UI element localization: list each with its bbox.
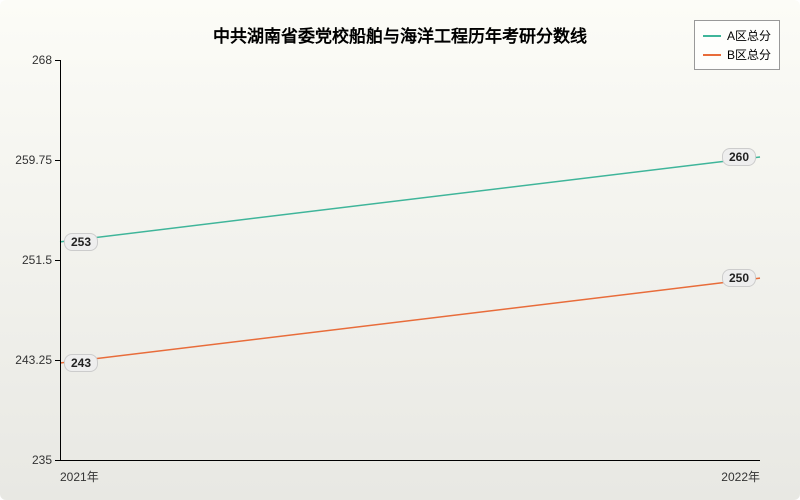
legend-swatch [703,35,721,37]
y-tick-mark [55,160,60,161]
data-label: 243 [64,354,98,372]
y-tick-mark [55,460,60,461]
legend-item: A区总分 [703,27,771,44]
x-axis [60,460,760,461]
data-label: 253 [64,233,98,251]
y-tick-label: 268 [32,53,52,67]
data-label: 260 [722,148,756,166]
y-axis [60,60,61,460]
chart-container: 中共湖南省委党校船舶与海洋工程历年考研分数线 A区总分B区总分 235243.2… [0,0,800,500]
y-tick-mark [55,260,60,261]
series-line [60,278,760,363]
lines-svg [60,60,760,460]
y-tick-label: 235 [32,453,52,467]
data-label: 250 [722,269,756,287]
y-tick-mark [55,60,60,61]
plot-area: 235243.25251.5259.752682021年2022年2532602… [60,60,760,460]
legend-label: A区总分 [727,27,771,44]
y-tick-mark [55,360,60,361]
x-tick-label: 2022年 [721,468,760,485]
chart-title: 中共湖南省委党校船舶与海洋工程历年考研分数线 [213,22,587,47]
y-tick-label: 251.5 [22,253,52,267]
series-line [60,157,760,242]
y-tick-label: 259.75 [15,153,52,167]
legend-swatch [703,54,721,56]
y-tick-label: 243.25 [15,353,52,367]
x-tick-label: 2021年 [60,468,99,485]
